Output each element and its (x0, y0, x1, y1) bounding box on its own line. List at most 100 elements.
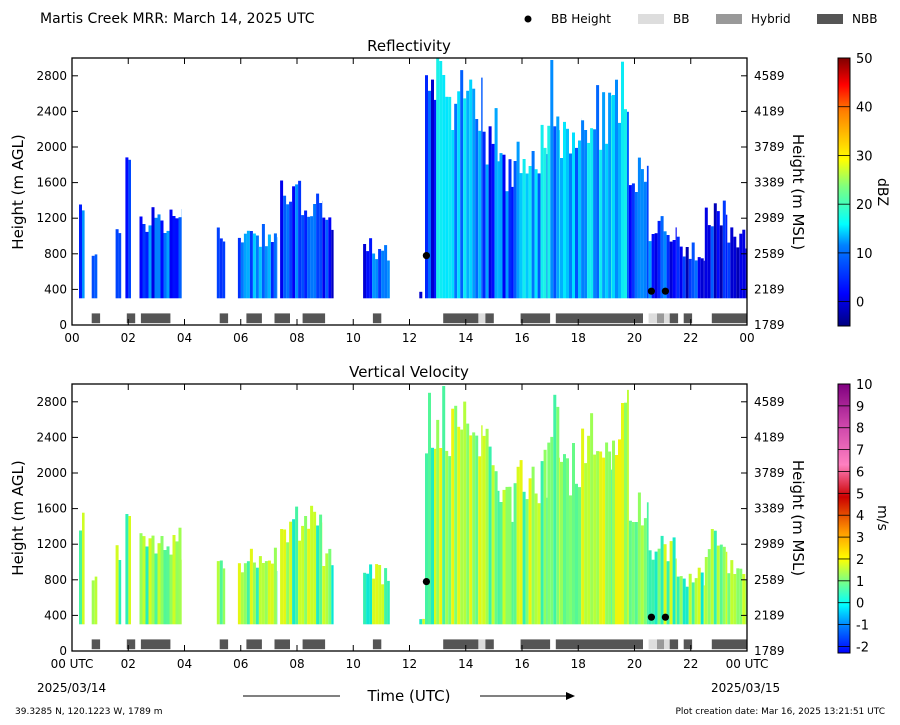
echo-column (425, 453, 428, 625)
echo-column (654, 233, 658, 299)
y-right-tick-label: 2189 (754, 608, 785, 622)
echo-column (469, 79, 473, 299)
echo-column (713, 203, 717, 299)
echo-column (307, 216, 311, 299)
echo-column (615, 79, 618, 299)
echo-column (169, 209, 173, 299)
echo-column (273, 233, 277, 299)
reflectivity-y-ticks: 0 400 800 1200 1600 2000 2400 2800 (36, 69, 78, 332)
bb-type-bar-bb (648, 639, 657, 650)
echo-column (142, 224, 146, 299)
bb-type-bar-nbb (274, 313, 290, 324)
echo-column (704, 207, 708, 299)
echo-column (381, 250, 385, 299)
velocity-ylabel-right: Height (m MSL) (789, 460, 807, 576)
colorbar-tick-label: -1 (856, 619, 869, 634)
y-tick-label: 2000 (36, 466, 67, 480)
echo-column (252, 562, 256, 625)
echo-column (160, 536, 164, 625)
echo-column (240, 242, 244, 299)
echo-column (634, 522, 638, 625)
echo-column (175, 218, 179, 299)
echo-column (733, 236, 737, 299)
echo-column (475, 435, 479, 625)
legend-bb-height-label: BB Height (551, 12, 611, 26)
velocity-y-ticks: 0 400 800 1200 1600 2000 2400 2800 (36, 395, 78, 658)
bb-type-bar-nbb (372, 639, 382, 650)
echo-column (596, 85, 600, 299)
echo-column (685, 586, 689, 625)
echo-column (434, 99, 437, 299)
echo-column (643, 518, 647, 625)
echo-column (628, 185, 632, 299)
echo-column (691, 582, 695, 625)
echo-column (363, 572, 367, 625)
velocity-echo-layer (79, 386, 747, 625)
creation-date-text: Plot creation date: Mar 16, 2025 13:21:5… (675, 707, 885, 717)
echo-column (559, 457, 560, 625)
echo-column (169, 554, 173, 625)
echo-column (676, 576, 680, 625)
bb-type-bar-nbb (711, 313, 747, 324)
echo-column (118, 233, 122, 299)
echo-column (543, 147, 547, 299)
legend-nbb-swatch (817, 14, 843, 24)
echo-column (466, 423, 470, 625)
y-tick-label: 1600 (36, 176, 67, 190)
echo-column (463, 98, 467, 299)
echo-column (82, 210, 85, 299)
echo-column (246, 230, 250, 299)
y-right-tick-label: 2989 (754, 537, 785, 551)
echo-column (246, 561, 250, 625)
bb-type-bar-nbb (485, 313, 494, 324)
x-tick-label: 20 (627, 657, 642, 671)
echo-column (669, 241, 673, 299)
echo-column (624, 402, 627, 625)
bb-type-bar-nbb (683, 639, 693, 650)
bb-type-bar-nbb (669, 639, 679, 650)
legend-bb-swatch (638, 14, 664, 24)
x-tick-label: 22 (683, 657, 698, 671)
echo-column (160, 220, 164, 299)
echo-column (491, 465, 495, 625)
echo-column (267, 234, 271, 299)
y-right-tick-label: 1789 (754, 318, 785, 332)
bb-type-bar-nbb (555, 639, 643, 650)
echo-column (739, 568, 743, 625)
echo-column (481, 77, 483, 299)
echo-column (475, 119, 479, 299)
colorbar-tick-label: 7 (856, 444, 864, 459)
echo-column (178, 217, 182, 299)
echo-column (736, 247, 740, 299)
echo-column (502, 154, 506, 299)
echo-column (163, 233, 167, 299)
legend-hybrid-label: Hybrid (751, 12, 791, 26)
echo-column (643, 181, 647, 299)
echo-column (528, 166, 532, 299)
echo-column (255, 567, 259, 625)
bb-type-bar-nbb (126, 639, 136, 650)
velocity-colorbar-label: m/s (874, 505, 890, 531)
echo-column (270, 563, 274, 625)
echo-column (716, 545, 720, 625)
bb-type-bar-nbb (140, 313, 171, 324)
echo-column (682, 578, 686, 625)
echo-column (387, 260, 390, 299)
echo-column (313, 204, 317, 299)
echo-column (700, 258, 704, 299)
echo-column (301, 215, 305, 299)
echo-column (369, 564, 373, 625)
bb-type-bar-bb (664, 639, 670, 650)
echo-column (125, 157, 129, 299)
x-tick-label: 12 (402, 331, 417, 345)
bb-type-bar-nbb (372, 313, 382, 324)
echo-column (240, 572, 244, 625)
echo-column (466, 90, 470, 299)
reflectivity-colorbar (837, 57, 851, 327)
figure-title: Martis Creek MRR: March 14, 2025 UTC (40, 11, 315, 27)
echo-column (511, 521, 514, 625)
time-arrow-head (566, 692, 575, 700)
echo-column (522, 491, 526, 625)
bb-height-point (422, 578, 430, 586)
colorbar-tick-label: 30 (856, 149, 873, 164)
